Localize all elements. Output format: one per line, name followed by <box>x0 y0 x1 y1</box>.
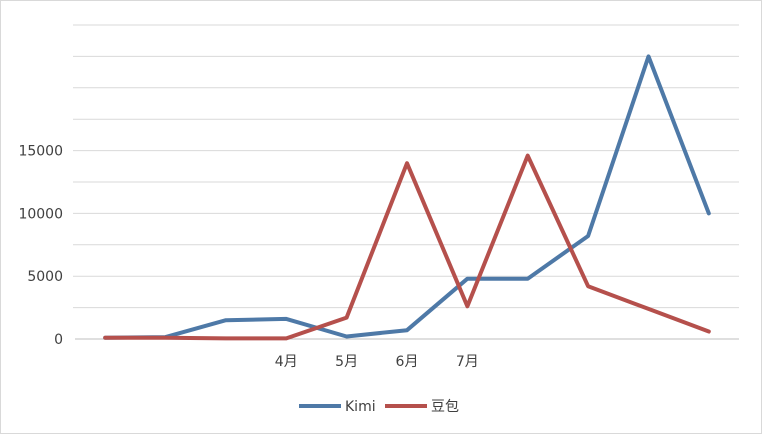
legend: Kimi 豆包 <box>299 399 459 415</box>
series-lines <box>103 54 711 341</box>
y-tick-label: 15000 <box>18 144 63 160</box>
y-axis-ticks: 0 5000 10000 15000 <box>18 144 63 348</box>
x-axis-ticks: 4月 5月 6月 7月 <box>275 354 479 370</box>
series-line-1 <box>103 153 711 341</box>
x-tick-label: 7月 <box>456 354 479 370</box>
x-tick-label: 5月 <box>335 354 358 370</box>
y-tick-label: 0 <box>54 332 63 348</box>
legend-label-0: Kimi <box>345 399 376 415</box>
x-tick-label: 6月 <box>396 354 419 370</box>
y-tick-label: 5000 <box>27 269 63 285</box>
series-line-0 <box>103 54 711 340</box>
x-tick-label: 4月 <box>275 354 298 370</box>
y-tick-label: 10000 <box>18 206 63 222</box>
legend-label-1: 豆包 <box>431 399 459 415</box>
gridlines <box>73 24 739 340</box>
